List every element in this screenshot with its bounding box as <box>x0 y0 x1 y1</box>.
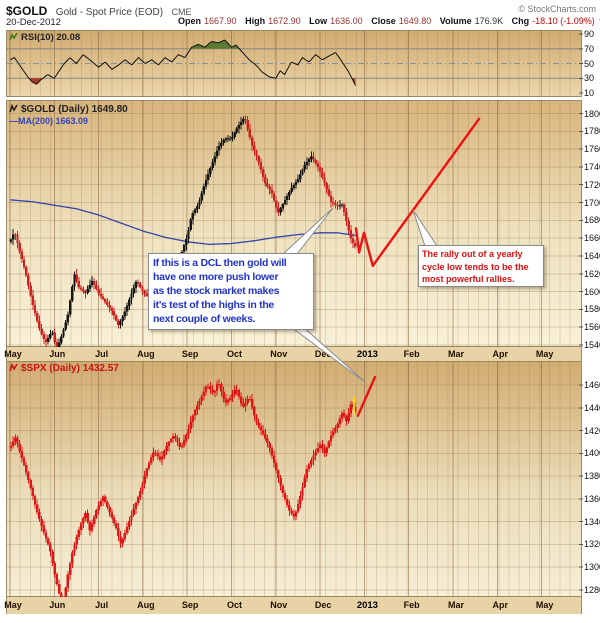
axis-label: 1700 <box>584 197 600 208</box>
chg-label: Chg <box>511 16 530 26</box>
chg-value: -18.10 (-1.09%) <box>532 16 595 26</box>
axis-label: 70 <box>584 43 595 54</box>
close-label: Close <box>371 16 396 26</box>
axis-label: 1720 <box>584 179 600 190</box>
gold-callout-box: If this is a DCL then gold will have one… <box>148 253 314 330</box>
axis-label: 1580 <box>584 304 600 315</box>
open-value: 1667.90 <box>204 16 237 26</box>
quote-row: Open 1667.90 High 1672.90 Low 1636.00 Close… <box>178 16 600 26</box>
axis-label: 10 <box>584 88 595 98</box>
axis-label: 1560 <box>584 322 600 333</box>
axis-label: 1540 <box>584 340 600 350</box>
axis-label: 1400 <box>584 448 600 459</box>
month-axis-strip-bottom <box>6 597 582 614</box>
axis-label: 1280 <box>584 585 600 595</box>
volume-label: Volume <box>439 16 472 26</box>
axis-label: 1680 <box>584 215 600 226</box>
axis-label: 1460 <box>584 380 600 390</box>
rally-annotation-box: The rally out of a yearly cycle low tend… <box>418 245 544 287</box>
axis-label: 1800 <box>584 108 600 119</box>
axis-label: 1360 <box>584 493 600 504</box>
axis-label: 90 <box>584 29 595 39</box>
axis-label: 1440 <box>584 402 600 413</box>
axis-label: 1760 <box>584 144 600 155</box>
spx-panel <box>6 361 582 597</box>
axis-label: 1300 <box>584 562 600 573</box>
volume-value: 176.9K <box>474 16 504 26</box>
axis-label: 30 <box>584 73 595 84</box>
low-value: 1636.00 <box>330 16 363 26</box>
chart-date: 20-Dec-2012 <box>6 17 61 28</box>
copyright: © StockCharts.com <box>518 4 596 14</box>
rsi-panel <box>6 30 582 97</box>
axis-label: 1660 <box>584 233 600 244</box>
axis-label: 1600 <box>584 286 600 297</box>
axis-label: 50 <box>584 58 595 69</box>
axis-label: 1380 <box>584 471 600 482</box>
symbol: $GOLD <box>6 4 48 18</box>
axis-label: 1740 <box>584 161 600 172</box>
high-label: High <box>245 16 266 26</box>
axis-label: 1340 <box>584 516 600 527</box>
axis-label: 1420 <box>584 425 600 436</box>
close-value: 1649.80 <box>398 16 432 26</box>
axis-label: 1640 <box>584 250 600 261</box>
chart-header: $GOLD Gold - Spot Price (EOD) CME <box>6 2 192 20</box>
high-value: 1672.90 <box>268 16 301 26</box>
exchange: CME <box>171 7 192 17</box>
month-axis-strip-top <box>6 347 582 361</box>
symbol-name: Gold - Spot Price (EOD) <box>55 7 164 18</box>
axis-label: 1620 <box>584 268 600 279</box>
open-label: Open <box>178 16 202 26</box>
low-label: Low <box>309 16 328 26</box>
axis-label: 1780 <box>584 126 600 137</box>
